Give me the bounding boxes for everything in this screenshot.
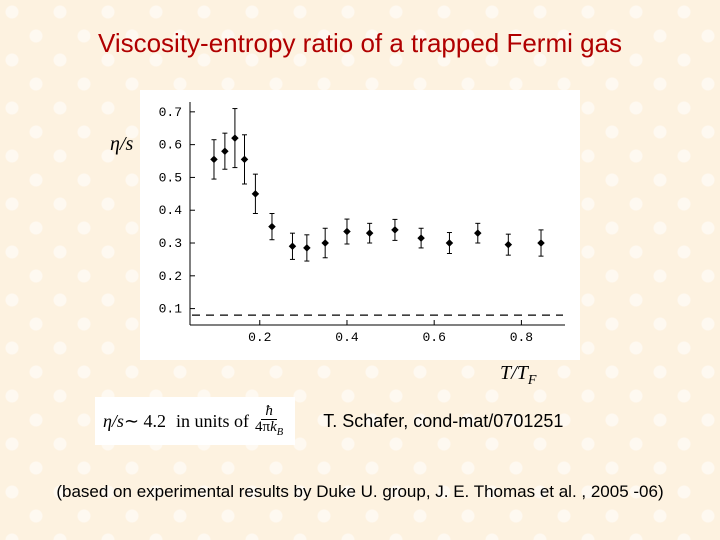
citation-text: T. Schafer, cond-mat/0701251 (323, 411, 563, 432)
formula-row: η/s ∼ 4.2 in units of ħ 4πkB T. Schafer,… (95, 398, 563, 444)
footer-text: (based on experimental results by Duke U… (0, 482, 720, 502)
frac-kb-sub: B (277, 427, 283, 438)
formula-fraction: ħ 4πkB (251, 404, 287, 439)
frac-k: k (270, 419, 277, 435)
formula-units-text: in units of (176, 411, 249, 432)
page-title: Viscosity-entropy ratio of a trapped Fer… (0, 28, 720, 59)
formula-etas: η/s (103, 411, 124, 432)
svg-text:0.2: 0.2 (248, 330, 271, 345)
svg-text:0.7: 0.7 (159, 105, 182, 120)
slide-content: Viscosity-entropy ratio of a trapped Fer… (0, 0, 720, 540)
formula-box: η/s ∼ 4.2 in units of ħ 4πkB (95, 397, 295, 445)
svg-text:0.4: 0.4 (159, 203, 183, 218)
frac-4pi: 4π (255, 419, 270, 435)
svg-text:0.1: 0.1 (159, 302, 183, 317)
svg-text:0.2: 0.2 (159, 269, 182, 284)
svg-text:0.4: 0.4 (335, 330, 359, 345)
xlabel-t2: T (517, 362, 528, 384)
svg-text:0.6: 0.6 (159, 138, 182, 153)
y-axis-label: η/s (110, 133, 133, 156)
chart-panel: 0.1 0.2 0.3 0.4 0.5 0.6 0.7 0.2 0.4 0.6 0.8 (140, 90, 580, 360)
svg-text:0.6: 0.6 (422, 330, 445, 345)
svg-text:0.8: 0.8 (510, 330, 533, 345)
frac-num: ħ (261, 404, 277, 421)
xlabel-t: T (500, 362, 511, 384)
x-axis-label: T/TF (500, 362, 536, 389)
scatter-chart: 0.1 0.2 0.3 0.4 0.5 0.6 0.7 0.2 0.4 0.6 0.8 (140, 90, 580, 360)
frac-den: 4πkB (251, 420, 287, 438)
svg-text:0.5: 0.5 (159, 170, 182, 185)
formula-approx: ∼ 4.2 (124, 411, 166, 432)
svg-text:0.3: 0.3 (159, 236, 182, 251)
xlabel-sub: F (528, 373, 537, 388)
